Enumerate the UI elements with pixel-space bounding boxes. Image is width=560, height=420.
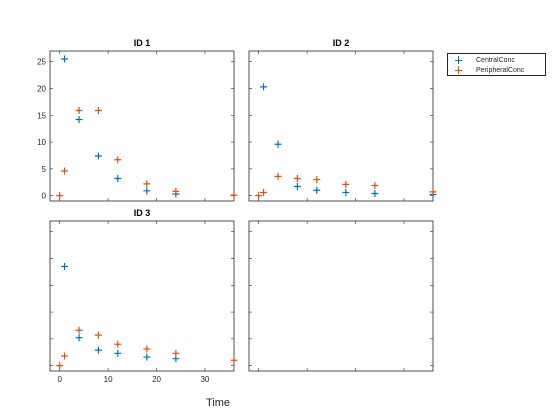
x-tick-label: 10 [104,375,113,384]
point-centralconc [75,334,83,342]
point-centralconc [342,188,350,196]
point-centralconc [143,187,151,195]
point-peripheralconc [255,192,263,200]
point-centralconc [114,175,122,182]
point-centralconc [293,183,301,191]
panel-1-title: ID 1 [134,38,151,48]
panel-2-title: ID 2 [333,38,350,48]
panel-4 [248,220,434,372]
point-peripheralconc [274,172,282,180]
point-centralconc [94,152,102,160]
legend: CentralConc PeripheralConc [447,53,546,76]
panels-group: ID 1 0 5 10 15 20 25 ID 2 ID 3 0 10 20 30 [37,38,437,384]
x-axis-label: Time [206,397,230,409]
point-centralconc [371,190,379,197]
legend-label-central: CentralConc [476,56,515,64]
y-tick-label: 25 [37,58,46,67]
point-peripheralconc [61,167,69,175]
point-peripheralconc [56,362,64,370]
point-centralconc [260,83,268,91]
point-peripheralconc [61,352,69,360]
point-centralconc [94,346,102,354]
panel-1: ID 1 0 5 10 15 20 25 [37,38,238,202]
point-centralconc [61,263,69,271]
legend-label-peripheral: PeripheralConc [476,66,525,74]
legend-marker-peripheral [452,65,466,75]
point-peripheralconc [260,188,268,196]
panel-4-axes-box [248,220,434,372]
point-peripheralconc [56,192,64,200]
point-peripheralconc [114,340,122,348]
y-tick-label: 20 [37,85,46,94]
y-tick-label: 15 [37,111,46,120]
point-peripheralconc [143,180,151,188]
point-peripheralconc [172,349,180,357]
point-peripheralconc [94,331,102,339]
point-peripheralconc [313,176,321,184]
point-centralconc [75,116,83,124]
point-centralconc [114,349,122,357]
panel-3: ID 3 0 10 20 30 [49,208,238,384]
panel-2-axes-box [248,50,434,202]
x-tick-label: 0 [57,375,62,384]
y-tick-label: 0 [42,192,47,201]
point-peripheralconc [230,356,238,364]
panel-3-axes-box [49,220,235,372]
point-centralconc [61,55,69,63]
y-tick-label: 5 [42,165,47,174]
point-peripheralconc [143,345,151,353]
legend-entry-central: CentralConc [452,55,515,65]
point-peripheralconc [371,181,379,189]
panel-3-title: ID 3 [134,208,151,218]
legend-marker-central [452,55,466,65]
x-tick-label: 30 [200,375,209,384]
y-tick-label: 10 [37,138,46,147]
point-peripheralconc [114,156,122,164]
legend-entry-peripheral: PeripheralConc [452,65,524,75]
point-peripheralconc [94,106,102,114]
point-peripheralconc [172,187,180,195]
point-centralconc [143,353,151,361]
point-centralconc [274,140,282,148]
point-peripheralconc [293,175,301,182]
x-tick-label: 20 [152,375,161,384]
point-peripheralconc [429,188,437,196]
point-peripheralconc [75,326,83,334]
panel-1-axes-box [49,50,235,202]
point-peripheralconc [342,180,350,188]
point-centralconc [313,186,321,194]
panel-2: ID 2 [248,38,437,202]
point-peripheralconc [230,191,238,199]
point-peripheralconc [75,106,83,114]
